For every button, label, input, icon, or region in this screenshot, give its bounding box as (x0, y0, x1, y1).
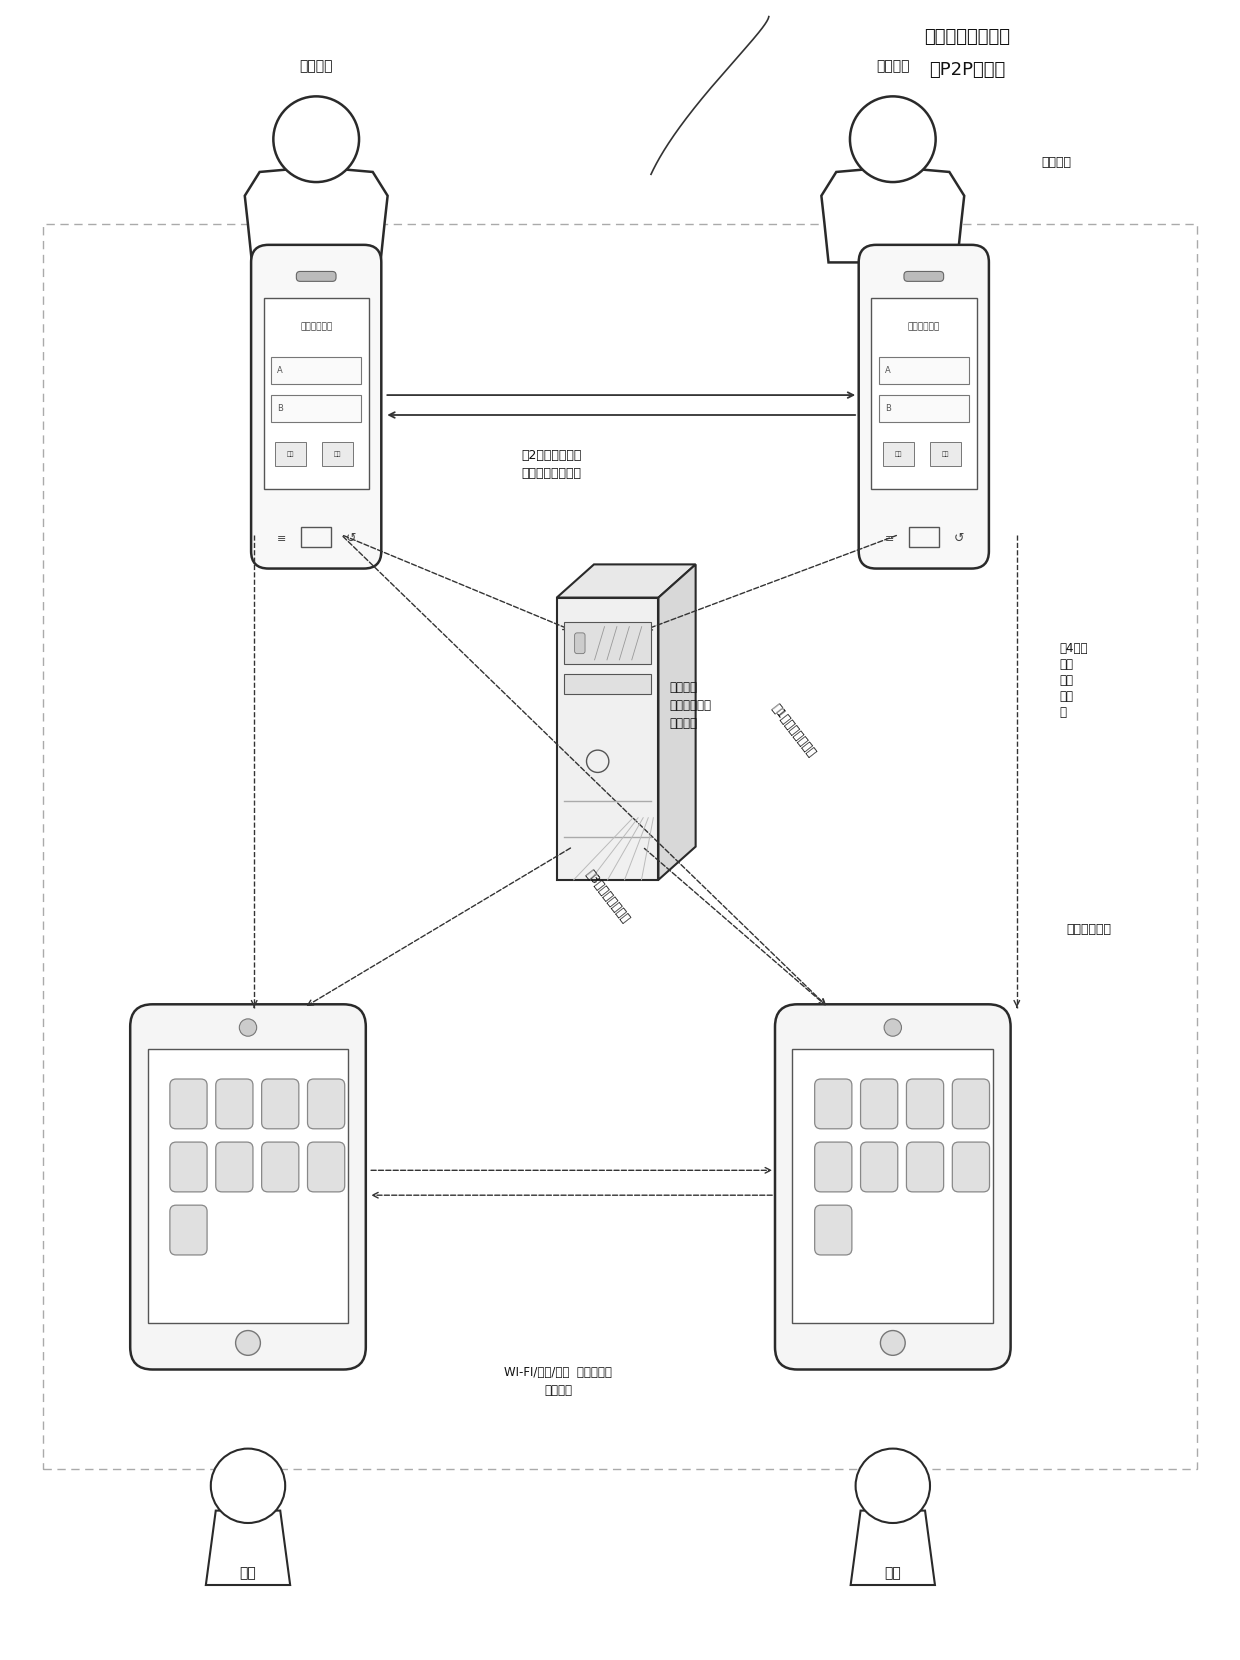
Text: 取消: 取消 (894, 452, 903, 457)
FancyBboxPatch shape (216, 1142, 253, 1192)
Bar (870, 299, 977, 490)
FancyBboxPatch shape (308, 1079, 345, 1129)
Text: ≡: ≡ (884, 533, 894, 544)
Text: （1）数据资源请求: （1）数据资源请求 (769, 702, 818, 759)
Text: 取消: 取消 (286, 452, 295, 457)
FancyBboxPatch shape (815, 1205, 852, 1255)
Polygon shape (658, 564, 696, 880)
Bar (148, 1049, 348, 1323)
FancyBboxPatch shape (815, 1079, 852, 1129)
FancyBboxPatch shape (262, 1079, 299, 1129)
Bar (878, 357, 970, 383)
Polygon shape (821, 163, 965, 262)
FancyBboxPatch shape (904, 272, 944, 282)
Bar (878, 395, 970, 422)
Bar (272, 395, 362, 422)
Text: 服务端：
资源分组维护
资源调度: 服务端： 资源分组维护 资源调度 (670, 681, 712, 730)
Bar (263, 299, 370, 490)
Text: 数据资源调度系统: 数据资源调度系统 (924, 28, 1011, 45)
FancyBboxPatch shape (815, 1142, 852, 1192)
FancyBboxPatch shape (250, 246, 382, 569)
Text: ↺: ↺ (346, 533, 356, 544)
Bar (909, 528, 939, 548)
Polygon shape (851, 1511, 935, 1585)
FancyBboxPatch shape (574, 632, 585, 654)
FancyBboxPatch shape (130, 1004, 366, 1370)
FancyBboxPatch shape (170, 1142, 207, 1192)
FancyBboxPatch shape (861, 1142, 898, 1192)
Text: 医护人员: 医护人员 (875, 60, 910, 73)
Text: （4）目
标数
据资
源下
载: （4）目 标数 据资 源下 载 (1059, 642, 1087, 719)
FancyBboxPatch shape (170, 1205, 207, 1255)
Bar (275, 443, 306, 466)
FancyBboxPatch shape (861, 1079, 898, 1129)
Text: （2）确定资源分
组，选定服务终端: （2）确定资源分 组，选定服务终端 (522, 450, 582, 480)
Bar (930, 443, 961, 466)
Text: A: A (885, 367, 890, 375)
Bar (272, 357, 362, 383)
Text: ≡: ≡ (277, 533, 286, 544)
Text: 目标医疗终端: 目标医疗终端 (1066, 923, 1111, 936)
Bar (322, 443, 353, 466)
Circle shape (587, 750, 609, 772)
Text: 患者: 患者 (884, 1567, 901, 1580)
Text: （P2P网络）: （P2P网络） (929, 61, 1006, 78)
Text: WI-FI/蓝牙/射频  短距离无线
通信连接: WI-FI/蓝牙/射频 短距离无线 通信连接 (505, 1366, 611, 1396)
Circle shape (273, 96, 360, 183)
Circle shape (880, 1331, 905, 1355)
Text: 移动医护系统: 移动医护系统 (300, 322, 332, 330)
Text: 医护人员: 医护人员 (299, 60, 334, 73)
Bar (564, 674, 651, 694)
Text: B: B (885, 405, 890, 413)
Bar (883, 443, 914, 466)
FancyBboxPatch shape (262, 1142, 299, 1192)
Text: 登录: 登录 (941, 452, 950, 457)
FancyBboxPatch shape (296, 272, 336, 282)
Bar (43, 224, 1197, 1469)
Text: B: B (278, 405, 283, 413)
FancyBboxPatch shape (858, 246, 990, 569)
FancyBboxPatch shape (170, 1079, 207, 1129)
Text: A: A (278, 367, 283, 375)
Text: ↺: ↺ (954, 533, 963, 544)
Text: 服务终端: 服务终端 (1042, 156, 1071, 169)
Text: 登录: 登录 (334, 452, 342, 457)
FancyBboxPatch shape (952, 1079, 990, 1129)
FancyBboxPatch shape (216, 1079, 253, 1129)
Circle shape (211, 1449, 285, 1522)
Bar (564, 622, 651, 664)
FancyBboxPatch shape (906, 1079, 944, 1129)
Circle shape (884, 1019, 901, 1036)
Circle shape (856, 1449, 930, 1522)
Polygon shape (206, 1511, 290, 1585)
FancyBboxPatch shape (952, 1142, 990, 1192)
Text: （3）通告服务终端: （3）通告服务终端 (583, 868, 632, 925)
Bar (792, 1049, 993, 1323)
Circle shape (849, 96, 936, 183)
Text: 移动医护系统: 移动医护系统 (908, 322, 940, 330)
Bar (301, 528, 331, 548)
FancyBboxPatch shape (906, 1142, 944, 1192)
Circle shape (239, 1019, 257, 1036)
Polygon shape (244, 163, 388, 262)
Circle shape (236, 1331, 260, 1355)
Polygon shape (557, 564, 696, 598)
Text: 患者: 患者 (239, 1567, 257, 1580)
Bar (557, 598, 658, 880)
FancyBboxPatch shape (308, 1142, 345, 1192)
FancyBboxPatch shape (775, 1004, 1011, 1370)
